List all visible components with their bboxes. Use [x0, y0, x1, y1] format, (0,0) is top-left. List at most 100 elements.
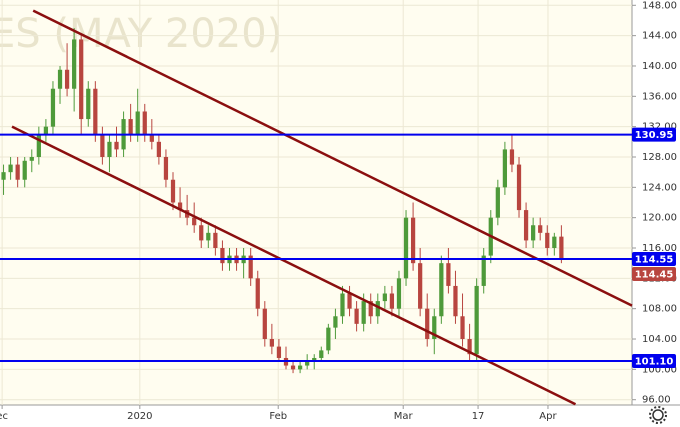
candle-body [368, 301, 373, 317]
candle-body [531, 225, 536, 241]
candle-body [149, 134, 154, 142]
candle-body [340, 293, 345, 317]
y-tick-label: 120.00 [642, 213, 677, 224]
candle-body [107, 141, 112, 157]
candle-body [467, 339, 472, 355]
x-tick-label: 17 [472, 411, 485, 422]
y-tick-label: 128.00 [642, 152, 677, 163]
candle-body [156, 141, 162, 157]
candle-body [559, 236, 564, 260]
candle-body [347, 293, 352, 309]
candle-body [297, 365, 303, 370]
plot-background [0, 0, 632, 405]
candle-body [36, 134, 41, 157]
candle-body [29, 156, 34, 161]
candle-body [170, 179, 176, 203]
candle-body [100, 134, 105, 157]
candle-body [22, 160, 27, 180]
y-tick-label: 104.00 [642, 334, 677, 345]
level-tag [632, 252, 676, 267]
y-tick-label: 140.00 [642, 61, 677, 72]
watermark: ES (MAY 2020) [0, 11, 282, 57]
x-tick-label: Mar [394, 411, 414, 422]
candle-body [312, 357, 317, 362]
y-tick-label: 136.00 [642, 91, 677, 102]
y-tick-label: 100.00 [642, 364, 677, 375]
candle-body [375, 301, 380, 317]
x-tick-label: 2020 [127, 411, 152, 422]
candle-body [432, 316, 437, 340]
candle-body [220, 248, 225, 264]
candle-body [361, 301, 366, 324]
level-label: 114.55 [635, 255, 674, 266]
candle-body [319, 350, 324, 358]
candle-body [495, 187, 500, 218]
candle-body [142, 111, 147, 135]
candle-body [50, 88, 56, 127]
candle-body [213, 232, 218, 249]
level-tag [632, 127, 676, 142]
level-tag [632, 354, 676, 369]
candle-body [290, 365, 296, 370]
candle-body [396, 278, 402, 309]
candle-body [403, 217, 409, 279]
candle-body [446, 263, 451, 286]
candle-body [516, 164, 522, 211]
candle-body [43, 126, 49, 135]
candle-body [305, 361, 310, 366]
candle-body [538, 225, 543, 233]
candle-body [206, 232, 211, 241]
candle-body [269, 339, 274, 347]
candle-body [509, 149, 515, 165]
candle-body [93, 88, 98, 135]
candle-body [276, 346, 282, 358]
trend-line [32, 9, 633, 307]
y-tick-label: 116.00 [642, 243, 677, 254]
candle-body [453, 285, 458, 317]
candle-body [389, 293, 395, 309]
candle-body [523, 210, 529, 241]
candle-body [502, 149, 508, 188]
candle-body [72, 39, 77, 89]
x-tick-label: Apr [539, 411, 557, 422]
candle-body [135, 111, 140, 135]
x-tick-label: ec [0, 411, 8, 422]
candle-body [354, 308, 359, 324]
candle-body [128, 119, 133, 135]
candle-body [418, 263, 423, 309]
y-tick-label: 108.00 [642, 304, 677, 315]
candle-body [248, 255, 253, 279]
settings-icon[interactable] [649, 406, 667, 424]
y-tick-label: 124.00 [642, 182, 677, 193]
candle-body [326, 327, 331, 351]
y-tick-label: 148.00 [642, 0, 677, 11]
candle-body [79, 39, 84, 120]
y-tick-label: 132.00 [642, 122, 677, 133]
last-price-tag [632, 267, 676, 282]
candle-body [1, 172, 6, 180]
candle-body [474, 285, 479, 355]
candle-body [15, 164, 20, 180]
level-label: 130.95 [635, 130, 674, 141]
y-tick-label: 144.00 [642, 31, 677, 42]
candle-body [86, 88, 91, 120]
candle-body [545, 232, 550, 249]
candle-body [177, 202, 183, 211]
candle-body [8, 164, 13, 173]
candle-body [481, 255, 486, 286]
candle-body [262, 308, 267, 340]
candle-body [333, 316, 338, 328]
candle-body [163, 156, 169, 180]
y-tick-label: 96.00 [642, 395, 671, 406]
candle-body [114, 141, 119, 150]
candle-body [410, 217, 416, 264]
candle-body [255, 278, 260, 309]
candle-body [192, 217, 197, 226]
candle-body [57, 69, 63, 89]
candle-body [425, 308, 430, 340]
candle-body [64, 69, 70, 89]
candle-body [552, 236, 557, 249]
candle-body [460, 316, 465, 340]
candle-body [382, 293, 387, 302]
